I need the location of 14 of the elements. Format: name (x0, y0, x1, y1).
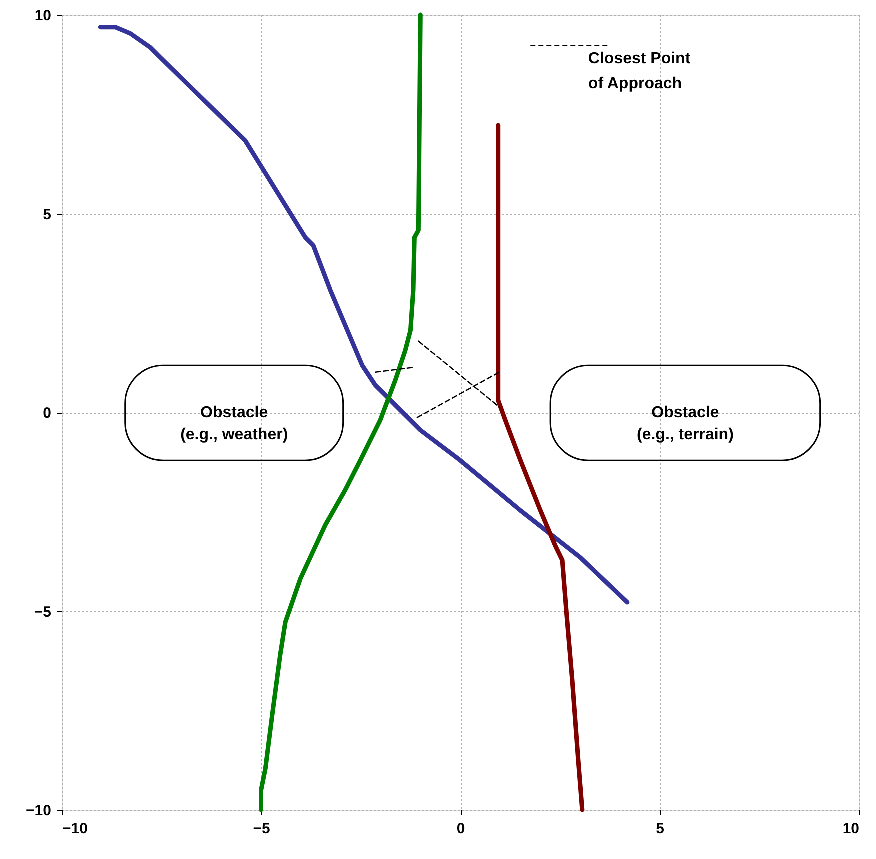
line-series (496, 123, 585, 812)
y-tick-label: −10 (26, 802, 52, 820)
y-tick-label: 0 (43, 405, 52, 422)
annotation: Obstacle (e.g., terrain) (637, 404, 734, 444)
y-tick-label: 10 (34, 8, 52, 24)
x-tick-label: −5 (253, 820, 270, 838)
y-tick-label: −5 (34, 604, 52, 621)
x-tick-label: 0 (456, 820, 466, 838)
y-tick-label: 5 (43, 206, 52, 224)
x-tick-label: 5 (656, 820, 664, 838)
x-tick-label: 10 (842, 820, 860, 838)
annotation: Obstacle (e.g., weather) (180, 404, 288, 444)
x-tick-label: −10 (62, 820, 88, 838)
text: Closest Point of Approach (588, 50, 692, 92)
